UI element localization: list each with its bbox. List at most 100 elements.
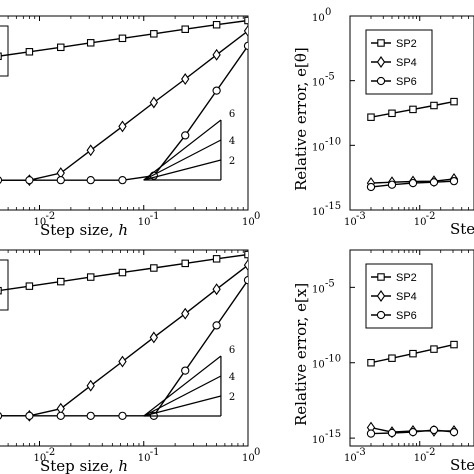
legend-label: SP4 bbox=[396, 291, 417, 303]
y-tick-exponent: -10 bbox=[325, 136, 341, 147]
x-tick-exponent: -3 bbox=[356, 211, 366, 222]
data-point-square bbox=[86, 39, 95, 47]
x-tick-label: 10 bbox=[138, 217, 151, 228]
legend-label: SP6 bbox=[396, 310, 417, 322]
slope-label: 4 bbox=[229, 372, 235, 383]
data-point-square bbox=[409, 349, 417, 358]
x-tick-label: 10 bbox=[414, 217, 427, 228]
data-point-square bbox=[367, 113, 375, 121]
x-tick-label: 10 bbox=[242, 453, 255, 464]
data-point-square bbox=[212, 20, 221, 29]
x-tick-exponent: -1 bbox=[150, 211, 160, 222]
y-tick-exponent: -5 bbox=[325, 278, 335, 289]
x-tick-exponent: -2 bbox=[426, 211, 436, 222]
axes-frame bbox=[349, 15, 474, 211]
data-point-circle bbox=[56, 176, 65, 185]
data-point-diamond bbox=[243, 259, 248, 272]
slope-label: 2 bbox=[229, 392, 235, 403]
data-point-square bbox=[57, 43, 65, 52]
data-point-circle bbox=[243, 41, 248, 50]
series-group bbox=[0, 250, 248, 422]
data-point-diamond bbox=[118, 120, 127, 133]
y-axis-title: Relative error, e[x] bbox=[292, 283, 310, 426]
data-point-square bbox=[181, 25, 189, 33]
data-point-circle bbox=[25, 411, 34, 420]
x-axis-title: Step size, h bbox=[40, 221, 128, 239]
legend-box-partial bbox=[0, 259, 9, 311]
data-point-diamond bbox=[181, 307, 190, 320]
y-tick-label: 10 bbox=[312, 78, 325, 89]
data-point-circle bbox=[387, 428, 397, 438]
data-point-circle bbox=[408, 427, 418, 437]
data-point-circle bbox=[181, 366, 190, 375]
data-point-circle bbox=[366, 429, 376, 438]
y-tick-exponent: -5 bbox=[325, 72, 335, 83]
data-point-square bbox=[118, 34, 127, 43]
slope-triangle-hypotenuse bbox=[143, 119, 222, 181]
data-point-circle bbox=[56, 411, 65, 420]
data-point-circle bbox=[118, 176, 127, 185]
x-tick-label: 10 bbox=[138, 453, 151, 464]
x-tick-label: 10 bbox=[33, 217, 46, 228]
data-point-circle bbox=[429, 425, 439, 435]
x-tick-exponent: -1 bbox=[150, 447, 160, 458]
data-point-diamond bbox=[86, 379, 95, 392]
legend-marker-diamond bbox=[376, 56, 386, 68]
data-point-circle bbox=[0, 176, 3, 184]
legend-marker-circle bbox=[376, 76, 386, 86]
slope-triangle-hypotenuse bbox=[143, 375, 222, 417]
data-point-square bbox=[388, 109, 396, 118]
data-point-circle bbox=[181, 131, 190, 140]
y-tick-label: 10 bbox=[312, 13, 325, 24]
series-line-diamond bbox=[0, 30, 248, 181]
x-tick-exponent: -3 bbox=[356, 447, 366, 458]
slope-triangle-hypotenuse bbox=[143, 355, 222, 417]
y-tick-label: 10 bbox=[312, 284, 325, 295]
y-tick-exponent: 0 bbox=[325, 7, 331, 18]
data-point-circle bbox=[25, 176, 34, 185]
series-group bbox=[366, 340, 459, 439]
legend-marker-circle bbox=[376, 310, 386, 320]
data-point-square bbox=[430, 101, 438, 110]
x-tick-label: 10 bbox=[242, 217, 255, 228]
x-axis-variable: h bbox=[118, 221, 128, 239]
data-point-circle bbox=[212, 321, 221, 330]
data-point-square bbox=[430, 345, 438, 353]
axes-frame bbox=[0, 15, 249, 211]
x-tick-exponent: -2 bbox=[426, 447, 436, 458]
slope-label: 4 bbox=[229, 136, 235, 147]
data-point-diamond bbox=[212, 283, 221, 296]
data-point-diamond bbox=[118, 355, 127, 368]
data-point-square bbox=[25, 282, 34, 290]
data-point-square bbox=[150, 264, 158, 272]
x-axis-title: Ste bbox=[450, 456, 474, 474]
x-tick-exponent: -2 bbox=[45, 211, 55, 222]
data-point-square bbox=[450, 97, 458, 106]
data-point-circle bbox=[429, 178, 439, 187]
series-line-circle bbox=[0, 279, 248, 417]
data-point-square bbox=[0, 52, 2, 61]
legend-marker-square bbox=[377, 39, 385, 47]
series-line-square bbox=[0, 253, 248, 292]
x-tick-exponent: -2 bbox=[45, 447, 55, 458]
data-point-circle bbox=[212, 86, 221, 95]
data-point-circle bbox=[449, 427, 459, 437]
x-tick-exponent: 0 bbox=[254, 447, 260, 458]
legend-marker-square bbox=[377, 273, 385, 281]
data-point-square bbox=[409, 105, 417, 114]
legend-label: SP6 bbox=[396, 76, 417, 88]
data-point-diamond bbox=[149, 331, 159, 344]
y-tick-exponent: -15 bbox=[325, 429, 341, 440]
series-line-square bbox=[0, 19, 248, 57]
x-tick-label: 10 bbox=[33, 453, 46, 464]
y-tick-label: 10 bbox=[312, 360, 325, 371]
data-point-diamond bbox=[212, 48, 221, 61]
data-point-square bbox=[150, 30, 158, 38]
axes-frame bbox=[349, 249, 474, 447]
data-point-diamond bbox=[181, 73, 190, 85]
legend-box-partial bbox=[0, 25, 9, 77]
y-tick-label: 10 bbox=[312, 207, 325, 218]
